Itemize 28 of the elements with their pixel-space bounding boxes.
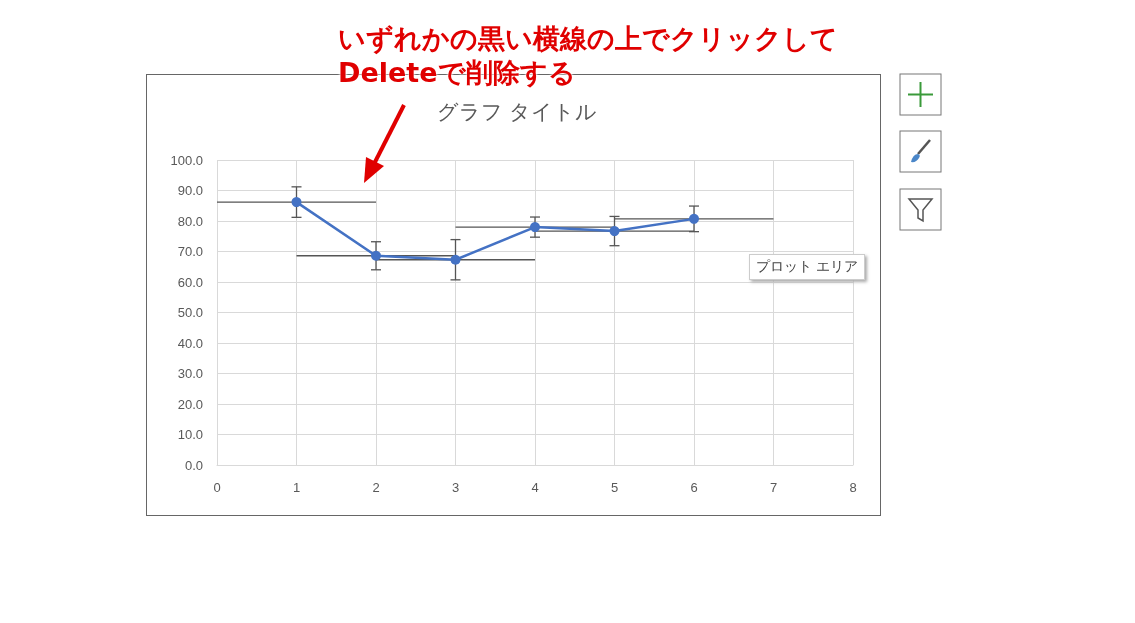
x-tick-label: 8 xyxy=(849,480,857,495)
chart-title: グラフ タイトル xyxy=(436,99,598,124)
annotation: プロット エリア xyxy=(749,254,866,280)
y-tick-label: 90.0 xyxy=(177,183,203,198)
y-tick-label: 100.0 xyxy=(170,152,203,168)
y-tick-label: 70.0 xyxy=(177,244,203,259)
y-tick-label: 50.0 xyxy=(177,305,203,320)
x-tick-label: 0 xyxy=(213,480,221,495)
x-tick-label: 1 xyxy=(292,480,301,495)
x-tick-label: 4 xyxy=(531,480,539,495)
x-tick-label: 6 xyxy=(690,480,698,495)
point xyxy=(609,226,620,237)
point xyxy=(450,254,461,265)
point xyxy=(530,222,540,233)
y-tick-label: 10.0 xyxy=(177,427,203,442)
x-tick-label: 5 xyxy=(610,480,619,495)
x-tick-label: 7 xyxy=(769,480,778,495)
y-tick-label: 80.0 xyxy=(177,213,203,229)
y-tick-label: 20.0 xyxy=(177,396,203,412)
point xyxy=(371,250,381,261)
x-tick-label: 3 xyxy=(451,480,460,495)
point xyxy=(291,197,302,208)
y-tick-label: 40.0 xyxy=(177,335,203,351)
point xyxy=(689,213,699,224)
x-tick-label: 2 xyxy=(372,480,380,495)
y-tick-label: 30.0 xyxy=(177,366,203,381)
y-tick-label: 60.0 xyxy=(177,274,203,290)
y-tick-label: 0.0 xyxy=(184,457,203,473)
